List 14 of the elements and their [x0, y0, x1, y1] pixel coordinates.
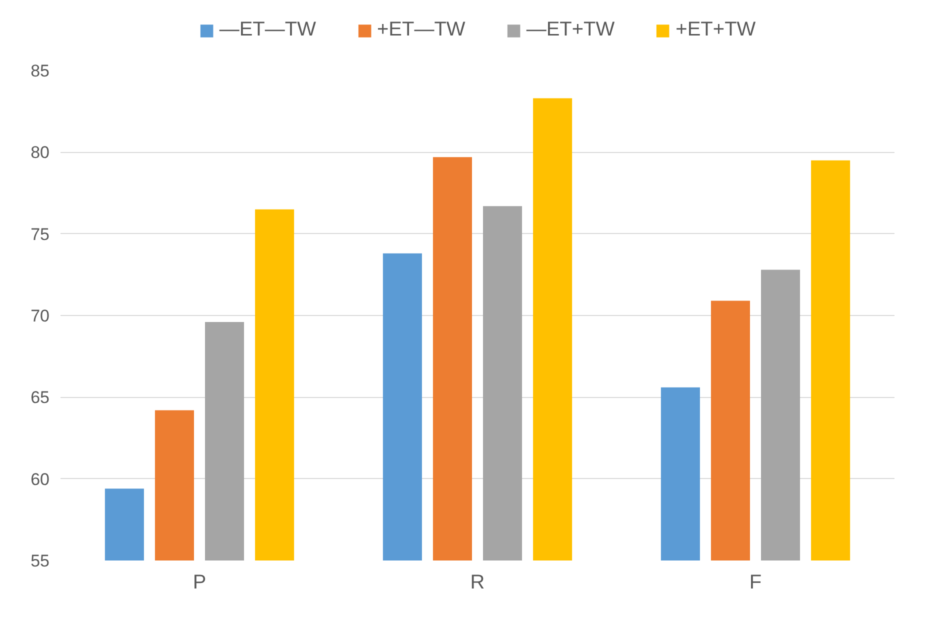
x-tick-label: R [470, 572, 485, 594]
x-tick-label: P [192, 572, 206, 594]
y-tick-label: 70 [30, 306, 50, 326]
y-tick-label: 85 [30, 62, 50, 80]
legend-label: —ET+TW [526, 18, 615, 42]
legend-label: +ET+TW [676, 18, 756, 42]
legend-label: +ET—TW [376, 18, 466, 42]
y-tick-label: 60 [30, 470, 50, 489]
y-tick-label: 65 [30, 388, 50, 408]
legend-label: —ET—TW [219, 18, 316, 42]
y-tick-label: 80 [30, 143, 50, 162]
y-tick-label: 55 [30, 552, 50, 570]
x-tick-label: F [749, 572, 762, 594]
y-tick-label: 75 [30, 224, 50, 244]
